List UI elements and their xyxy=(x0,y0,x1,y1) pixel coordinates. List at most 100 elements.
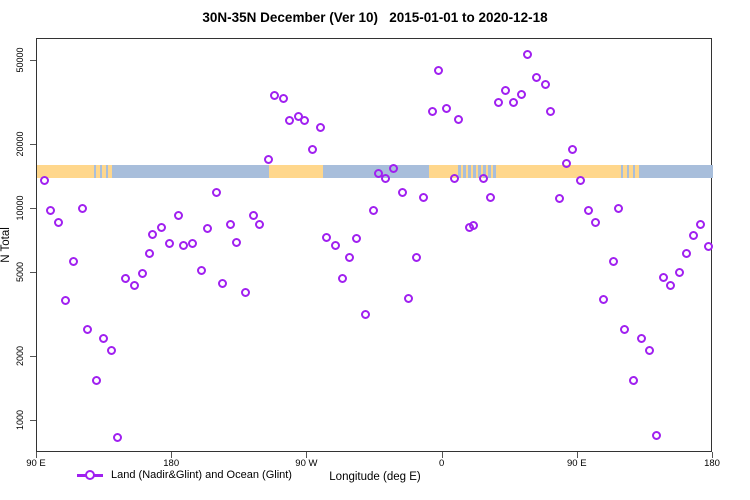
x-tick-label: 90 E xyxy=(26,458,46,469)
y-tick-label: 20000 xyxy=(15,131,25,157)
data-point xyxy=(351,234,361,244)
data-point xyxy=(226,219,236,229)
map-band-segment-coast xyxy=(94,164,113,178)
data-point xyxy=(39,176,49,186)
data-point xyxy=(419,192,429,202)
data-point xyxy=(264,155,274,165)
map-band-segment-land xyxy=(37,164,95,178)
data-point xyxy=(270,91,280,101)
data-point xyxy=(178,240,188,250)
map-band-segment-coast xyxy=(620,164,639,178)
y-tick-label: 10000 xyxy=(15,195,25,221)
x-tick-label: 90 E xyxy=(567,458,587,469)
data-point xyxy=(144,248,154,258)
x-tick-mark xyxy=(576,452,578,458)
data-point xyxy=(389,164,399,174)
y-tick-mark xyxy=(30,144,36,146)
data-point xyxy=(608,256,618,266)
map-band-segment-land xyxy=(495,164,621,178)
data-point xyxy=(315,122,325,132)
y-tick-label: 1000 xyxy=(15,409,25,431)
data-point xyxy=(412,252,422,262)
x-tick-mark xyxy=(36,452,37,458)
data-point xyxy=(688,231,698,241)
data-point xyxy=(61,296,71,306)
data-point xyxy=(69,257,79,267)
data-point xyxy=(106,345,116,355)
data-point xyxy=(203,224,213,234)
data-point xyxy=(449,174,459,184)
data-point xyxy=(248,211,258,221)
data-point xyxy=(531,72,541,82)
data-point xyxy=(619,325,629,335)
data-point xyxy=(218,278,228,288)
data-point xyxy=(665,280,675,290)
data-point xyxy=(308,144,318,154)
data-point xyxy=(113,432,123,442)
data-point xyxy=(674,268,684,278)
data-point xyxy=(540,79,550,89)
data-point xyxy=(77,203,87,213)
data-point xyxy=(590,217,600,227)
y-tick-mark xyxy=(30,271,36,273)
data-point xyxy=(137,268,147,278)
plot-area: Land (Nadir&Glint) and Ocean (Glint) xyxy=(36,38,713,481)
data-point xyxy=(501,86,511,96)
data-point xyxy=(82,325,92,335)
data-point xyxy=(469,221,479,231)
data-point xyxy=(651,431,661,441)
y-tick-mark xyxy=(30,208,36,210)
data-point xyxy=(121,273,131,283)
data-point xyxy=(381,174,391,184)
map-band-segment-land xyxy=(429,164,456,178)
chart-title: 30N-35N December (Ver 10) 2015-01-01 to … xyxy=(202,10,548,25)
data-point xyxy=(493,98,503,108)
y-tick-label: 2000 xyxy=(15,346,25,367)
y-tick-mark xyxy=(30,356,36,358)
data-point xyxy=(636,333,646,343)
x-tick-label: 90 W xyxy=(295,458,318,469)
data-point xyxy=(695,220,705,230)
data-point xyxy=(583,205,593,215)
x-axis-label: Longitude (deg E) xyxy=(329,471,421,483)
map-band-segment-coast xyxy=(455,164,496,178)
data-point xyxy=(46,205,56,215)
data-point xyxy=(164,239,174,249)
data-point xyxy=(428,106,438,116)
data-point xyxy=(278,93,288,103)
data-point xyxy=(157,223,167,233)
y-tick-mark xyxy=(30,420,36,421)
data-point xyxy=(441,104,451,114)
data-point xyxy=(598,295,608,305)
data-point xyxy=(53,218,63,228)
data-point xyxy=(196,265,206,275)
map-band-segment-ocean xyxy=(638,164,713,178)
data-point xyxy=(240,287,250,297)
legend-line xyxy=(77,470,103,480)
x-tick-mark xyxy=(441,452,443,458)
data-point xyxy=(299,115,309,125)
data-point xyxy=(129,280,139,290)
legend-label: Land (Nadir&Glint) and Ocean (Glint) xyxy=(111,469,292,481)
data-point xyxy=(568,144,578,154)
data-point xyxy=(703,241,713,251)
data-point xyxy=(509,98,519,108)
data-point xyxy=(321,233,331,243)
x-tick-label: 0 xyxy=(438,458,445,469)
data-point xyxy=(187,239,197,249)
data-point xyxy=(545,106,555,116)
data-point xyxy=(92,375,102,385)
data-point xyxy=(231,238,241,248)
data-point xyxy=(337,274,347,284)
data-point xyxy=(360,310,370,320)
y-tick-label: 50000 xyxy=(15,47,25,73)
data-point xyxy=(330,240,340,250)
x-tick-mark xyxy=(306,452,308,458)
data-point xyxy=(434,66,444,76)
x-tick-label: 180 xyxy=(704,458,720,469)
data-point xyxy=(644,345,654,355)
data-point xyxy=(478,174,488,184)
data-point xyxy=(398,187,408,197)
data-point xyxy=(628,375,638,385)
y-axis-label: N Total xyxy=(0,227,12,263)
